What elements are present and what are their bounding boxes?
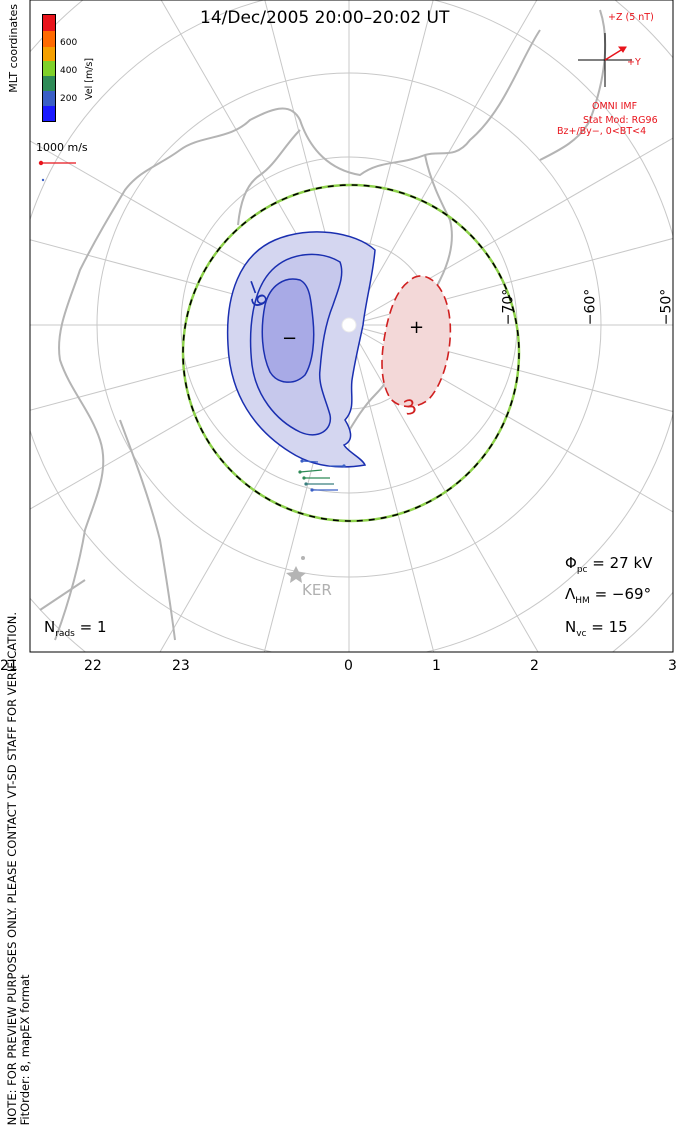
imf-y-label: +Y [627,57,641,68]
vector-count-value: 15 [608,618,628,636]
negative-cell: −9 − [226,231,376,468]
velocity-vector [310,488,338,492]
imf-source: OMNI IMF [592,101,638,112]
plot-frame [29,0,674,653]
preview-note-line: NOTE: FOR PREVIEW PURPOSES ONLY. PLEASE … [5,611,19,1125]
velocity-vector [300,459,319,463]
pole-marker [341,317,357,333]
velocity-vector [302,476,330,480]
page-title: 14/Dec/2005 20:00–20:02 UT [200,8,450,28]
colorbar-tick-200: 200 [60,94,78,104]
reference-vector [38,160,76,166]
latitude-label-70: −70° [500,288,517,326]
colorbar-tick-600: 600 [60,38,78,48]
potential-min-marker: − [282,328,297,349]
cross-polar-potential-value: 27 kV [609,554,653,572]
colorbar-title: Vel [m/s] [84,57,95,100]
radar-count: Nrads = 1 [44,618,107,639]
convection-map: −9 − 3 + [29,0,674,653]
colorbar-tick-400: 400 [60,66,78,76]
positive-cell: 3 + [381,275,452,420]
mlt-tick-1: 1 [432,658,441,674]
reference-vector-label: 1000 m/s [36,141,88,154]
velocity-vector [304,482,334,486]
hm-boundary [181,183,521,523]
mlt-tick-22: 22 [84,658,102,674]
mlt-tick-23: 23 [172,658,190,674]
imf-clock-diagram [578,33,632,87]
fit-order-line: FitOrder: 8, mapEX format [18,974,33,1125]
ker-station-marker [286,556,306,583]
mlt-tick-0: 0 [344,658,353,674]
coastline [39,9,607,641]
ker-station-label: KER [302,581,332,599]
reference-vector-dot [41,178,45,182]
imf-condition: Bz+/By−, 0<BT<4 [557,126,647,137]
velocity-colorbar [42,14,56,122]
potential-max-marker: + [409,317,424,338]
mlt-tick-21: 21 [0,658,18,674]
radar-count-value: 1 [96,618,107,636]
positive-contour-label: 3 [401,394,420,420]
cross-polar-potential: Φpc = 27 kV [565,554,653,575]
hm-boundary-latitude-value: −69° [611,585,652,603]
latitude-label-50: −50° [658,288,675,326]
mlt-coordinates-label: MLT coordinates [7,4,20,93]
mlt-tick-2: 2 [530,658,539,674]
velocity-vector [330,464,346,468]
vector-count: Nvc = 15 [565,618,628,639]
imf-z-label: +Z (5 nT) [608,12,654,23]
preview-note: NOTE: FOR PREVIEW PURPOSES ONLY. PLEASE … [5,611,33,1125]
velocity-vectors [298,459,346,492]
velocity-vector [298,469,323,474]
mlt-tick-3: 3 [668,658,677,674]
stat-model: Stat Mod: RG96 [583,115,658,126]
hm-boundary-latitude: ΛHM = −69° [565,585,652,606]
latitude-label-60: −60° [582,288,599,326]
